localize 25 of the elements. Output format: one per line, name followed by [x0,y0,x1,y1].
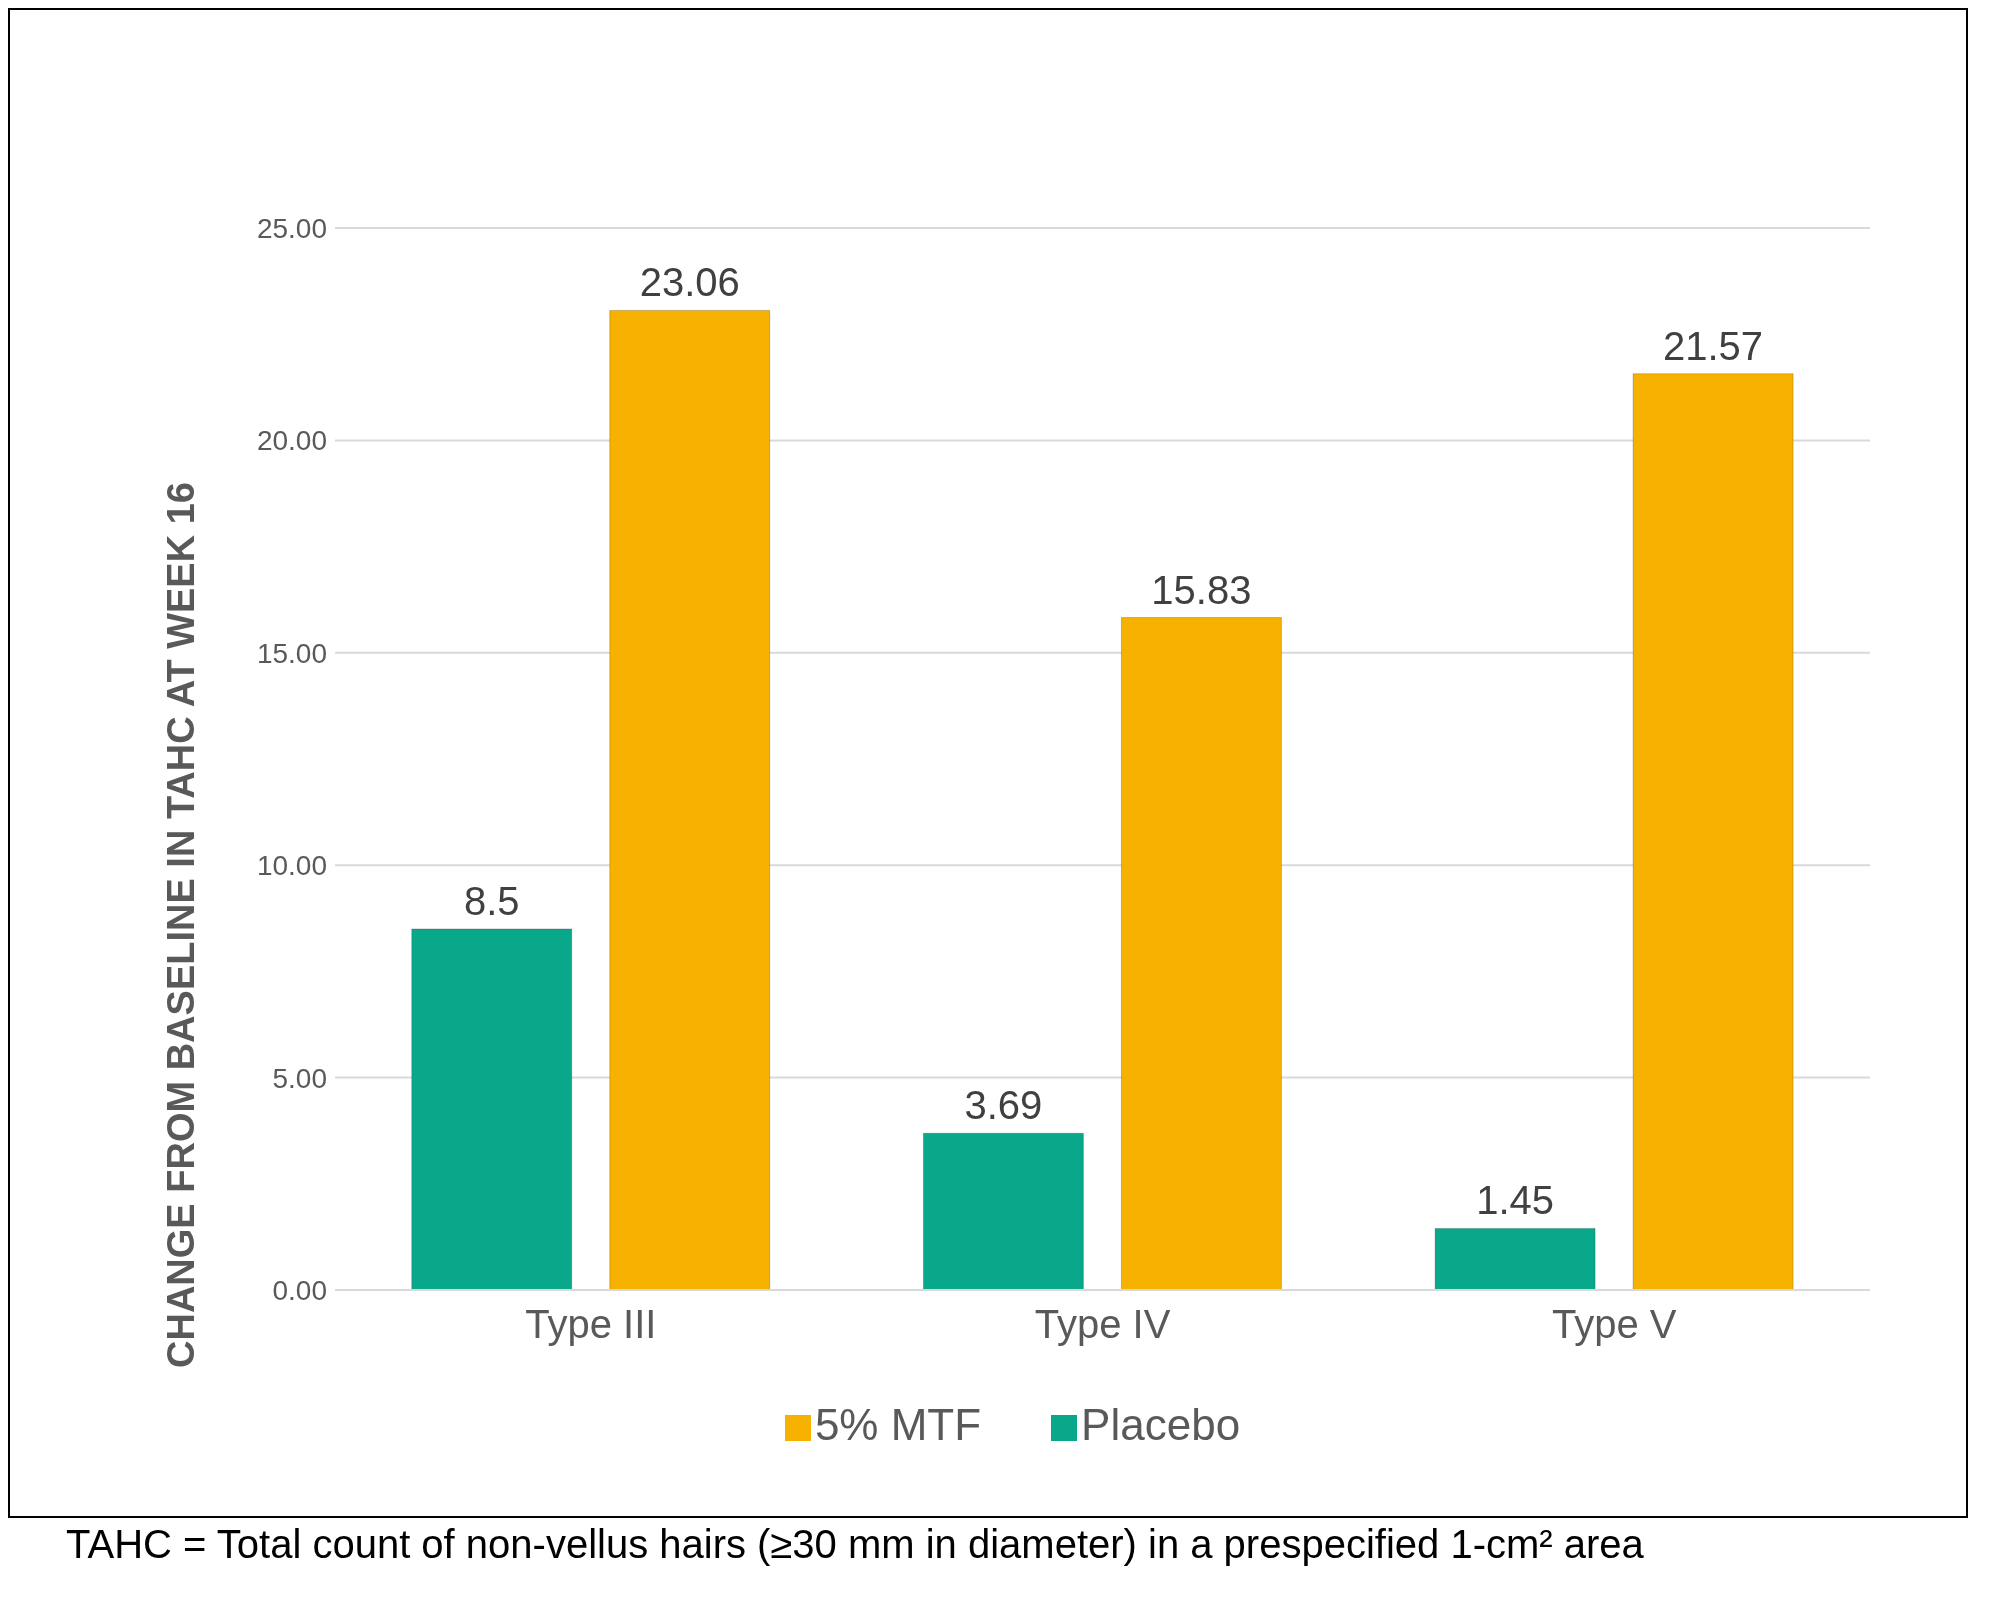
y-tick-label: 5.00 [272,1062,327,1094]
y-tick-label: 15.00 [256,637,327,669]
x-tick-label: Type III [525,1302,657,1347]
x-tick-label: Type IV [1034,1302,1171,1347]
bar [411,928,573,1290]
bar [609,309,771,1290]
legend-label: 5% MTF [814,1400,982,1449]
y-tick-label: 20.00 [256,425,327,457]
x-tick-label: Type V [1551,1302,1677,1347]
bar [1434,1227,1596,1290]
y-tick-label: 10.00 [256,850,327,882]
y-axis-title: CHANGE FROM BASELINE IN TAHC AT WEEK 16 [159,481,203,1370]
data-label: 8.5 [463,878,520,923]
text: TAHC = Total count of non-vellus hairs (≥30 mm in diameter) in a prespecified 1-cm² area [65,1522,1645,1567]
bar [922,1132,1084,1290]
bar [1632,373,1794,1290]
data-label: 23.06 [639,260,740,305]
data-label: 21.57 [1663,323,1764,368]
data-label: 15.83 [1151,567,1252,612]
data-label: 3.69 [964,1083,1043,1128]
legend-label: Placebo [1081,1400,1241,1449]
y-tick-label: 0.00 [272,1274,327,1306]
y-tick-label: 25.00 [256,212,327,244]
data-label: 1.45 [1476,1178,1555,1223]
bar [1120,617,1282,1290]
